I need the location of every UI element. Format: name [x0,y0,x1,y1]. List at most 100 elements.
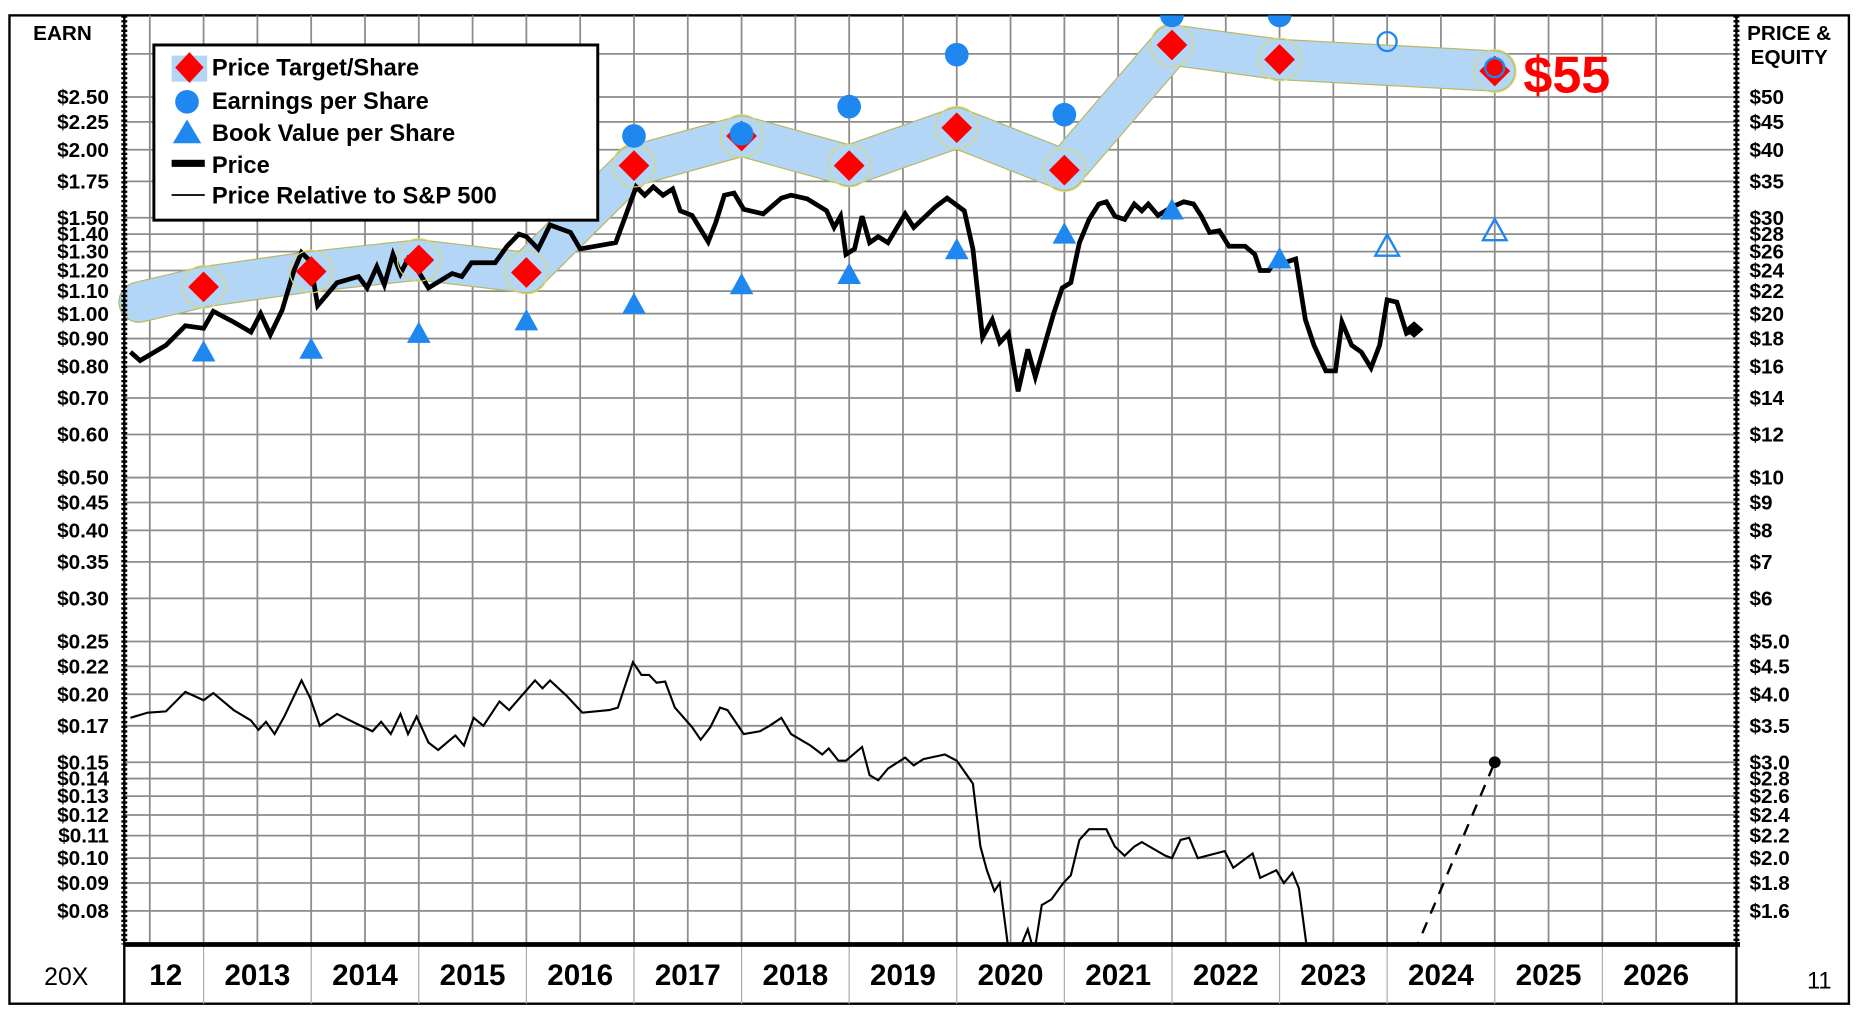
right-tick-label: $7 [1749,551,1772,574]
left-tick-label: $0.40 [57,519,109,542]
right-tick-label: $2.2 [1749,825,1789,848]
relative-sp500-line [130,659,1308,945]
right-tick-label: $50 [1749,86,1784,109]
right-tick-label: $2.8 [1749,768,1789,791]
book-value-marker [1052,222,1077,244]
left-tick-label: $1.50 [57,207,109,230]
eps-marker [1267,15,1292,28]
left-tick-label: $0.60 [57,424,109,447]
price-target-marker [510,257,542,288]
left-tick-label: $1.75 [57,170,109,193]
legend-label-book-value: Book Value per Share [212,121,455,147]
legend-box [152,43,600,222]
left-tick-label: $1.10 [57,280,109,303]
x-axis-year-label: 12 [149,959,182,992]
legend-label-price: Price [212,153,270,179]
target-halo [181,264,226,309]
target-halo [504,250,549,295]
left-tick-label: $0.35 [57,551,109,574]
target-halo [396,238,441,282]
book-value-marker [1373,231,1401,257]
book-value-marker [837,262,862,284]
left-tick-label: $1.40 [57,223,109,246]
book-value-marker [1267,247,1292,269]
target-halo [934,105,979,150]
legend-label-relative: Price Relative to S&P 500 [212,184,497,210]
left-tick-label: $0.11 [58,825,109,848]
relative-projection-point [1488,756,1501,769]
eps-marker [1160,15,1184,28]
eps-marker [944,42,969,67]
eps-marker [622,124,646,148]
bottom-left-label: 20X [44,964,89,991]
price-line [128,182,1416,392]
legend-thick-line-icon [171,159,205,167]
x-axis-year-label: 2016 [547,959,613,992]
x-axis-year-label: 2022 [1193,959,1259,992]
left-tick-label: $0.45 [57,492,109,515]
right-axis-title-line1: PRICE & [1747,22,1831,45]
right-tick-label: $14 [1749,387,1784,410]
right-tick-label: $10 [1749,467,1784,490]
price-target-marker [188,271,219,303]
x-axis-year-label: 2019 [870,959,936,992]
right-tick-label: $40 [1749,139,1784,162]
right-tick-label: $26 [1749,241,1784,264]
right-tick-label: $45 [1749,111,1784,134]
left-tick-label: $0.20 [57,683,109,706]
x-axis-year-label: 2020 [978,959,1044,992]
target-halo [1042,148,1087,193]
x-axis-year-label: 2013 [224,959,290,992]
book-value-marker [944,237,969,260]
left-tick-label: $2.50 [57,86,109,109]
price-target-marker [403,244,435,276]
x-axis-year-label: 2014 [332,959,398,992]
right-tick-label: $8 [1749,519,1772,542]
target-halo [289,249,334,294]
relative-projection-line [1416,761,1496,945]
price-target-marker [295,256,327,287]
right-tick-label: $2.6 [1749,785,1789,808]
legend-thin-line-icon [171,194,205,196]
x-axis-year-label: 2024 [1408,959,1474,992]
left-tick-label: $0.30 [57,587,109,610]
right-tick-label: $6 [1749,587,1772,610]
left-tick-label: $0.12 [57,804,109,827]
left-tick-label: $0.08 [57,900,109,923]
axes: $2.50 $50 $2.25 $45 $2.00 $40 $1.75 $35 $1.50 $30… [57,15,1790,1004]
right-tick-label: $16 [1749,356,1784,379]
target-halo [1472,49,1517,93]
right-tick-label: $1.6 [1749,900,1789,923]
eps-marker [837,94,862,119]
eps-marker [1052,102,1077,127]
right-tick-label: $3.5 [1749,715,1789,738]
legend-label-eps: Earnings per Share [212,89,429,115]
left-tick-label: $0.80 [57,356,109,379]
target-halo [827,143,872,188]
left-tick-label: $0.22 [57,655,109,678]
right-tick-label: $4.5 [1749,655,1789,678]
left-axis-title: EARN [33,22,92,45]
right-tick-label: $28 [1749,223,1784,246]
x-axis-year-label: 2021 [1085,959,1151,992]
legend: Price Target/Share Earnings per Share Bo… [152,43,600,222]
right-tick-label: $20 [1749,303,1784,326]
right-tick-label: $30 [1749,207,1784,230]
book-value-marker [299,337,324,359]
target-halo [1257,37,1302,82]
x-axis-year-label: 2023 [1300,959,1366,992]
left-tick-label: $0.17 [57,715,109,738]
right-tick-label: $22 [1749,280,1784,303]
right-tick-label: $35 [1749,170,1784,193]
right-tick-label: $24 [1749,260,1784,283]
book-value-marker [1480,216,1509,242]
left-tick-label: $1.00 [57,303,109,326]
left-tick-label: $0.25 [57,631,109,654]
book-value-marker [1160,198,1184,220]
last-price-marker [1404,321,1424,338]
eps-marker [1376,30,1398,53]
book-value-marker [514,309,539,331]
legend-label-price-target: Price Target/Share [212,56,419,82]
left-tick-label: $0.50 [57,467,109,490]
